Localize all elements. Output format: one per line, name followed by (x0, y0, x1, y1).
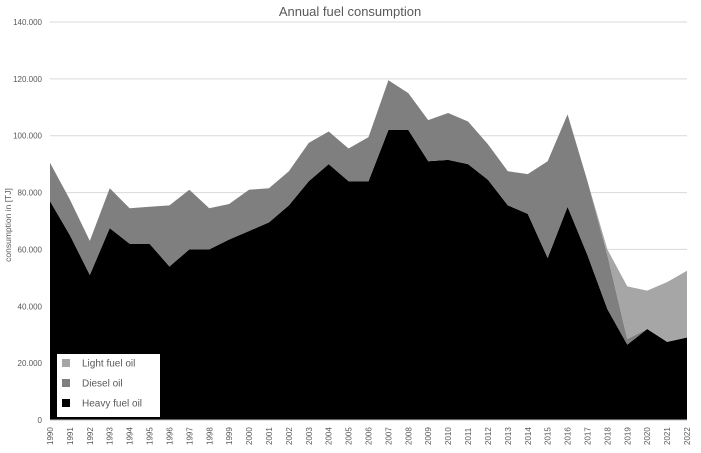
x-tick-label: 2005 (345, 427, 354, 445)
data-areas (50, 80, 687, 420)
legend-swatch (62, 379, 70, 387)
x-tick-label: 2014 (524, 427, 533, 445)
y-tick-label: 60.000 (18, 245, 43, 254)
x-tick-label: 2009 (424, 427, 433, 445)
legend-swatch (62, 359, 70, 367)
x-tick-label: 2010 (444, 427, 453, 445)
x-tick-label: 2001 (265, 427, 274, 445)
y-tick-label: 20.000 (18, 359, 43, 368)
legend-label: Light fuel oil (82, 359, 135, 370)
x-tick-label: 2002 (285, 427, 294, 445)
y-tick-label: 40.000 (18, 302, 43, 311)
area-diesel-oil (50, 80, 687, 345)
x-tick-label: 2018 (603, 427, 612, 445)
x-tick-label: 2008 (404, 427, 413, 445)
legend-swatch (62, 399, 70, 407)
y-axis-ticks: 0 20.000 40.000 60.000 80.000 100.000 120.000 1… (13, 18, 42, 425)
y-tick-label: 140.000 (13, 18, 42, 27)
legend-label: Heavy fuel oil (82, 399, 142, 410)
x-tick-label: 1998 (205, 427, 214, 445)
x-tick-label: 1991 (66, 427, 75, 445)
x-tick-label: 2004 (325, 427, 334, 445)
x-tick-label: 1999 (225, 427, 234, 445)
x-axis-ticks: 1990 1991 1992 1993 1994 1995 1996 1997 1998 1999… (46, 427, 692, 445)
x-tick-label: 2016 (564, 427, 573, 445)
y-tick-label: 120.000 (13, 75, 42, 84)
x-tick-label: 2013 (504, 427, 513, 445)
area-heavy-fuel-oil (50, 130, 687, 420)
x-tick-label: 2000 (245, 427, 254, 445)
y-axis-title: consumption in [TJ] (3, 188, 13, 262)
x-tick-label: 2003 (305, 427, 314, 445)
area-light-fuel-oil (50, 80, 687, 342)
x-tick-label: 1995 (146, 427, 155, 445)
x-tick-label: 2011 (464, 427, 473, 445)
x-tick-label: 2012 (484, 427, 493, 445)
x-tick-label: 2017 (583, 427, 592, 445)
x-tick-label: 1994 (126, 427, 135, 445)
x-tick-label: 1990 (46, 427, 55, 445)
legend-label: Diesel oil (82, 379, 123, 390)
x-tick-label: 1993 (106, 427, 115, 445)
x-tick-label: 2020 (643, 427, 652, 445)
x-tick-label: 2006 (365, 427, 374, 445)
x-tick-label: 2007 (384, 427, 393, 445)
chart-title: Annual fuel consumption (279, 4, 421, 19)
y-tick-label: 80.000 (18, 189, 43, 198)
x-tick-label: 2015 (544, 427, 553, 445)
x-tick-label: 1992 (86, 427, 95, 445)
x-tick-label: 1997 (185, 427, 194, 445)
y-tick-label: 0 (38, 416, 43, 425)
legend-background (57, 354, 160, 417)
x-tick-label: 2019 (623, 427, 632, 445)
x-tick-label: 2021 (663, 427, 672, 445)
legend: Light fuel oil Diesel oil Heavy fuel oil (57, 354, 160, 417)
x-tick-label: 1996 (165, 427, 174, 445)
y-tick-label: 100.000 (13, 132, 42, 141)
x-tick-label: 2022 (683, 427, 692, 445)
